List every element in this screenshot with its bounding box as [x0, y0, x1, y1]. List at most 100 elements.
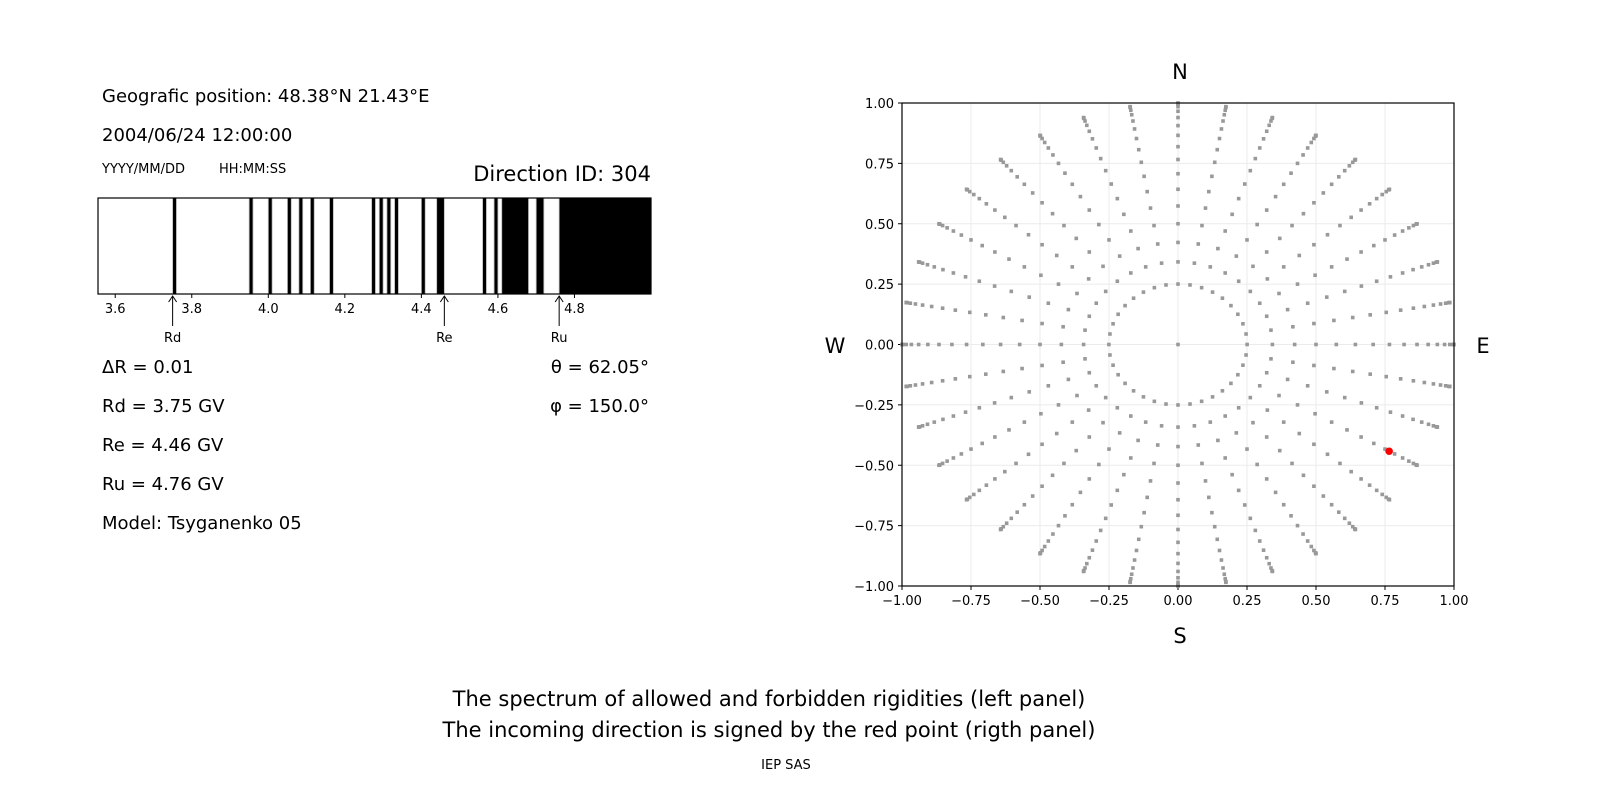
grid-point [1338, 223, 1342, 228]
grid-point [1152, 223, 1156, 228]
grid-point [1176, 221, 1180, 226]
grid-point [1066, 307, 1071, 312]
grid-point [1242, 182, 1247, 186]
grid-point [1001, 524, 1006, 529]
grid-point [1345, 257, 1349, 261]
forbidden-band [287, 197, 292, 295]
grid-point [1090, 548, 1095, 552]
grid-point [940, 379, 945, 383]
grid-point [1085, 123, 1089, 128]
grid-point [1270, 115, 1275, 120]
grid-point [908, 301, 913, 306]
y-tick-label: 0.00 [865, 339, 894, 354]
grid-point [1216, 246, 1220, 251]
grid-point [1244, 353, 1248, 357]
grid-point [964, 187, 969, 192]
grid-point [998, 157, 1003, 162]
grid-point [1087, 435, 1092, 439]
grid-point [1336, 175, 1341, 179]
grid-point [1244, 332, 1248, 336]
grid-point [1312, 321, 1316, 326]
grid-point [977, 279, 982, 284]
grid-point [929, 304, 934, 309]
grid-point [1305, 539, 1310, 543]
grid-point [1001, 160, 1006, 165]
grid-point [1234, 254, 1239, 258]
grid-point [1039, 273, 1043, 278]
grid-point [1388, 410, 1393, 414]
grid-point [1431, 261, 1436, 265]
grid-point [1313, 273, 1317, 278]
grid-point [1128, 104, 1132, 109]
grid-point [1216, 438, 1220, 443]
grid-point [916, 342, 921, 347]
grid-point [1342, 168, 1347, 173]
grid-point [1131, 389, 1136, 393]
grid-point [1103, 395, 1108, 400]
grid-point [1141, 395, 1146, 399]
grid-point [932, 420, 937, 424]
grid-point [1129, 576, 1133, 581]
grid-point [929, 380, 934, 385]
grid-point [1022, 182, 1027, 187]
grid-point [1139, 524, 1144, 529]
grid-point [1103, 516, 1108, 521]
grid-point [1230, 472, 1234, 477]
grid-point [1017, 342, 1022, 347]
grid-point [1061, 360, 1065, 365]
grid-point [1081, 342, 1086, 347]
grid-point [1345, 428, 1349, 432]
grid-point [959, 452, 964, 456]
grid-point [1210, 395, 1215, 399]
south-label: S [1173, 624, 1186, 648]
grid-point [1353, 157, 1358, 162]
grid-point [1070, 420, 1075, 424]
grid-point [1176, 115, 1180, 120]
caption-line-2: The incoming direction is signed by the … [442, 718, 1096, 742]
grid-point [1026, 452, 1031, 457]
grid-point [1312, 484, 1316, 489]
arrow-head-icon [439, 295, 449, 303]
grid-point [1056, 161, 1061, 166]
grid-point [984, 372, 988, 376]
arrow-head-icon [554, 295, 564, 303]
grid-point [1107, 342, 1111, 347]
grid-point [1117, 254, 1122, 258]
grid-point [1265, 277, 1270, 281]
grid-point [937, 342, 941, 347]
forbidden-band [329, 197, 334, 295]
marker-label: Ru [551, 331, 568, 346]
grid-point [1374, 196, 1379, 201]
grid-point [1020, 318, 1024, 323]
grid-point [1046, 539, 1051, 543]
y-tick-label: −0.50 [854, 459, 894, 474]
grid-point [1253, 528, 1258, 533]
grid-point [1342, 289, 1347, 294]
arrow-head-icon [168, 295, 178, 303]
grid-point [1176, 342, 1180, 347]
x-tick-label: 0.50 [1302, 594, 1331, 609]
grid-point [1435, 425, 1440, 429]
grid-point [1400, 414, 1405, 418]
grid-point [1056, 282, 1061, 286]
grid-point [1109, 182, 1114, 186]
grid-point [1176, 575, 1180, 580]
grid-point [998, 527, 1003, 532]
grid-point [1392, 452, 1397, 456]
grid-point [1087, 477, 1092, 481]
grid-point [1281, 265, 1286, 269]
grid-point [1295, 523, 1300, 528]
grid-point [1438, 383, 1443, 387]
grid-point [1431, 424, 1436, 428]
grid-point [1411, 223, 1416, 228]
grid-point [1285, 377, 1290, 382]
grid-point [1022, 502, 1027, 507]
credit: IEP SAS [761, 758, 811, 773]
grid-point [1217, 548, 1222, 553]
grid-point [1075, 291, 1079, 296]
grid-point [1030, 494, 1035, 498]
grid-point [1078, 490, 1083, 495]
grid-point [1176, 133, 1180, 138]
grid-point [1098, 156, 1103, 161]
direction-scatter-chart: −1.00−1.00 −0.75 −0.75 −0.50 −0.50 −0.25 −0.25… [854, 97, 1468, 609]
